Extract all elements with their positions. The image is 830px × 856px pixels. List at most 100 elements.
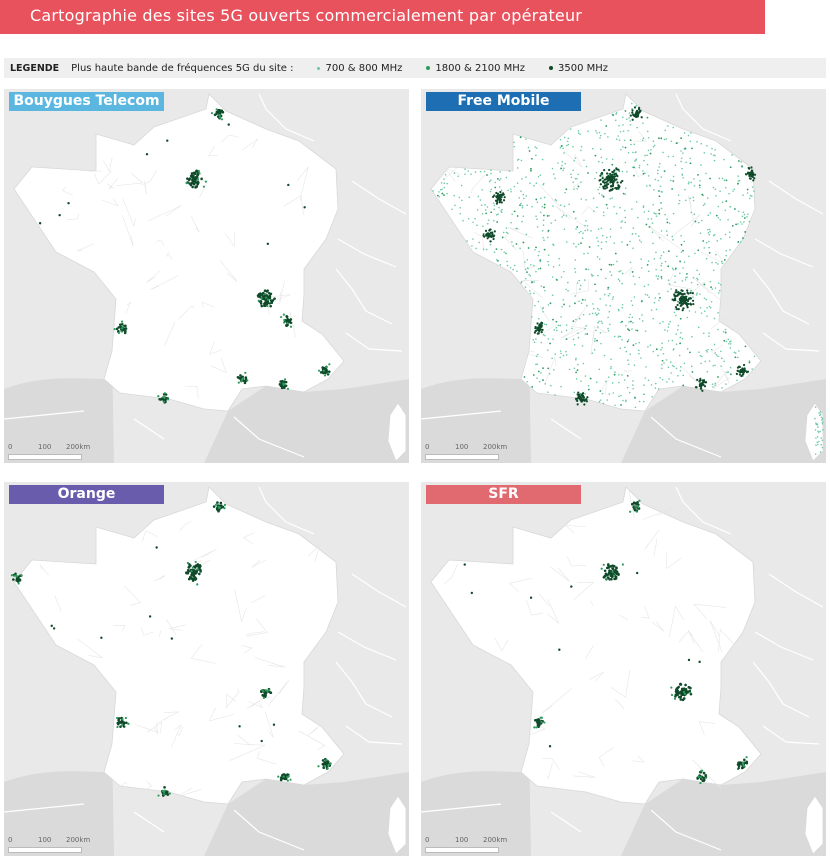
site-dot-700: [715, 194, 717, 197]
site-dot-1800: [519, 204, 521, 207]
site-dot-700: [505, 176, 508, 179]
site-dot-3500: [196, 180, 200, 184]
site-dot-3500: [278, 383, 282, 386]
site-dot-700: [471, 245, 473, 247]
site-dot-700: [642, 122, 644, 124]
site-dot-3500: [283, 773, 286, 776]
site-dot-1800: [576, 369, 579, 371]
site-dot-1800: [223, 503, 227, 507]
site-dot-700: [700, 164, 702, 166]
site-dot-3500: [698, 660, 701, 664]
site-dot-700: [593, 349, 596, 351]
country-border: [675, 486, 732, 535]
site-dot-3500: [682, 301, 685, 305]
site-dot-700: [555, 329, 558, 332]
site-dot-3500: [266, 242, 270, 246]
site-dot-700: [483, 170, 486, 173]
site-dot-3500: [538, 330, 541, 333]
site-dot-700: [550, 222, 552, 224]
site-dot-3500: [321, 759, 325, 762]
site-dot-700: [662, 251, 665, 253]
site-dot-3500: [682, 307, 685, 310]
site-dot-1800: [667, 250, 670, 253]
site-dot-700: [443, 182, 446, 185]
site-dot-700: [529, 264, 532, 266]
site-dot-700: [708, 360, 711, 362]
site-dot-700: [462, 219, 464, 222]
site-dot-700: [534, 146, 537, 148]
site-dot-700: [657, 354, 659, 357]
site-dot-3500: [122, 328, 126, 332]
site-dot-1800: [618, 170, 621, 173]
site-dot-1800: [683, 692, 687, 695]
site-dot-3500: [599, 183, 602, 186]
site-dot-700: [729, 205, 732, 208]
site-dot-1800: [268, 688, 271, 692]
site-dot-700: [522, 215, 525, 218]
site-dot-700: [611, 158, 614, 161]
site-dot-1800: [196, 178, 200, 181]
site-dot-700: [683, 132, 686, 134]
site-dot-700: [661, 346, 664, 349]
site-dot-3500: [52, 627, 56, 630]
site-dot-1800: [596, 339, 598, 342]
country-border: [133, 811, 165, 833]
site-dot-1800: [613, 373, 616, 376]
site-dot-700: [632, 227, 635, 229]
site-dot-700: [675, 343, 678, 345]
site-dot-3500: [741, 367, 744, 370]
site-dot-700: [621, 170, 624, 173]
site-dot-700: [727, 342, 730, 345]
site-dot-700: [565, 324, 568, 326]
site-dot-1800: [725, 200, 728, 203]
site-dot-1800: [223, 507, 226, 510]
site-dot-3500: [534, 326, 537, 330]
site-dot-1800: [607, 286, 610, 289]
site-dot-1800: [611, 570, 614, 574]
site-dot-1800: [202, 185, 206, 188]
site-dot-700: [696, 140, 698, 143]
site-dot-700: [693, 178, 695, 180]
site-dot-700: [713, 233, 716, 236]
site-dot-1800: [735, 223, 737, 226]
department-boundary: [246, 618, 268, 637]
site-dot-700: [597, 188, 599, 191]
site-dot-700: [599, 134, 602, 137]
site-dot-700: [642, 393, 645, 395]
site-dot-3500: [199, 570, 202, 573]
site-dot-3500: [751, 169, 754, 173]
site-dot-700: [738, 350, 740, 352]
site-dot-700: [585, 165, 588, 168]
department-boundary: [109, 307, 117, 327]
department-boundary: [94, 170, 113, 185]
department-boundary: [108, 178, 119, 190]
department-boundary: [307, 721, 325, 736]
site-dot-700: [642, 400, 645, 403]
site-dot-1800: [325, 366, 328, 369]
site-dot-1800: [724, 331, 727, 334]
site-dot-700: [481, 213, 484, 215]
site-dot-700: [529, 275, 532, 277]
site-dot-700: [703, 247, 706, 249]
site-dot-700: [539, 260, 542, 263]
site-dot-700: [705, 349, 708, 352]
site-dot-700: [623, 379, 626, 381]
site-dot-3500: [606, 183, 609, 186]
site-dot-3500: [579, 398, 583, 401]
site-dot-700: [640, 357, 642, 359]
site-dot-1800: [646, 116, 649, 119]
site-dot-1800: [628, 329, 631, 332]
site-dot-700: [709, 212, 712, 214]
site-dot-3500: [322, 366, 326, 370]
site-dot-700: [737, 175, 739, 177]
site-dot-700: [632, 380, 634, 382]
site-dot-700: [493, 204, 496, 207]
sea-mediterranean: [204, 379, 409, 463]
site-dot-1800: [519, 136, 522, 139]
site-dot-700: [696, 292, 698, 294]
site-dot-700: [664, 129, 667, 132]
site-dot-3500: [186, 568, 190, 572]
site-dot-1800: [680, 137, 683, 140]
site-dot-700: [577, 332, 579, 334]
site-dot-700: [565, 144, 568, 147]
